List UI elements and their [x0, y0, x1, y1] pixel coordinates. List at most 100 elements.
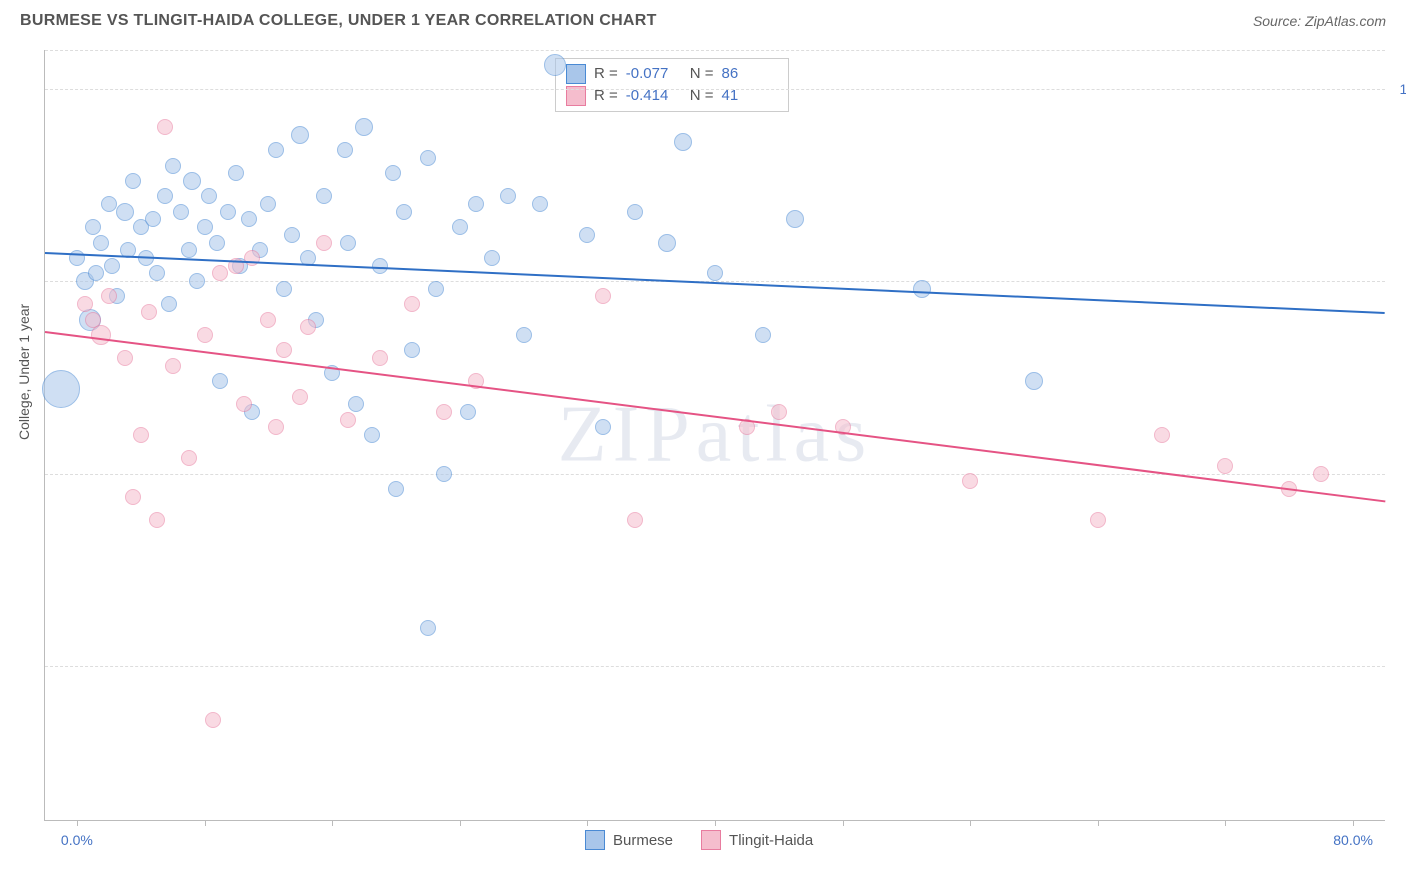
scatter-point	[300, 319, 316, 335]
scatter-point	[396, 204, 412, 220]
scatter-point	[1025, 372, 1043, 390]
scatter-point	[468, 196, 484, 212]
scatter-point	[284, 227, 300, 243]
swatch-burmese	[585, 830, 605, 850]
scatter-point	[707, 265, 723, 281]
scatter-point	[149, 512, 165, 528]
scatter-point	[436, 404, 452, 420]
scatter-point	[42, 370, 80, 408]
stat-r: -0.077	[626, 63, 682, 85]
scatter-point	[1090, 512, 1106, 528]
scatter-point	[165, 358, 181, 374]
scatter-point	[133, 427, 149, 443]
scatter-point	[125, 173, 141, 189]
scatter-point	[104, 258, 120, 274]
x-tick-label: 80.0%	[1333, 832, 1373, 848]
scatter-point	[292, 389, 308, 405]
legend-label: Burmese	[613, 832, 673, 849]
scatter-point	[420, 150, 436, 166]
scatter-point	[544, 54, 566, 76]
x-tick	[77, 820, 78, 826]
scatter-point	[85, 219, 101, 235]
scatter-point	[197, 327, 213, 343]
scatter-point	[181, 450, 197, 466]
x-tick	[460, 820, 461, 826]
x-tick-label: 0.0%	[61, 832, 93, 848]
scatter-point	[260, 196, 276, 212]
x-tick	[205, 820, 206, 826]
x-tick	[1098, 820, 1099, 826]
scatter-point	[77, 296, 93, 312]
scatter-point	[484, 250, 500, 266]
scatter-point	[117, 350, 133, 366]
x-tick	[970, 820, 971, 826]
y-tick-label: 100.0%	[1400, 81, 1406, 97]
scatter-point	[385, 165, 401, 181]
scatter-point	[658, 234, 676, 252]
scatter-point	[340, 412, 356, 428]
scatter-point	[101, 196, 117, 212]
gridline	[45, 666, 1385, 667]
scatter-point	[291, 126, 309, 144]
scatter-point	[276, 281, 292, 297]
scatter-point	[205, 712, 221, 728]
scatter-point	[755, 327, 771, 343]
gridline	[45, 50, 1385, 51]
scatter-point	[372, 350, 388, 366]
scatter-point	[241, 211, 257, 227]
gridline	[45, 89, 1385, 90]
scatter-point	[355, 118, 373, 136]
scatter-point	[93, 235, 109, 251]
scatter-point	[388, 481, 404, 497]
stat-label: N =	[690, 63, 714, 85]
scatter-point	[197, 219, 213, 235]
scatter-point	[157, 119, 173, 135]
scatter-point	[962, 473, 978, 489]
legend-stats: R = -0.077 N = 86 R = -0.414 N = 41	[555, 58, 789, 112]
scatter-point	[372, 258, 388, 274]
scatter-point	[674, 133, 692, 151]
scatter-point	[786, 210, 804, 228]
scatter-point	[340, 235, 356, 251]
scatter-point	[1154, 427, 1170, 443]
scatter-point	[460, 404, 476, 420]
chart-header: BURMESE VS TLINGIT-HAIDA COLLEGE, UNDER …	[0, 0, 1406, 38]
swatch-burmese	[566, 64, 586, 84]
scatter-point	[189, 273, 205, 289]
scatter-point	[404, 342, 420, 358]
scatter-point	[236, 396, 252, 412]
x-tick	[1225, 820, 1226, 826]
scatter-point	[348, 396, 364, 412]
y-axis-title: College, Under 1 year	[16, 304, 32, 440]
x-tick	[843, 820, 844, 826]
x-tick	[715, 820, 716, 826]
scatter-point	[316, 235, 332, 251]
scatter-point	[452, 219, 468, 235]
scatter-point	[212, 265, 228, 281]
scatter-point	[173, 204, 189, 220]
stat-n: 86	[722, 63, 778, 85]
scatter-point	[201, 188, 217, 204]
scatter-point	[428, 281, 444, 297]
plot-area: ZIPatlas R = -0.077 N = 86 R = -0.414 N …	[44, 50, 1385, 821]
scatter-point	[316, 188, 332, 204]
scatter-point	[1313, 466, 1329, 482]
legend-series: Burmese Tlingit-Haida	[585, 830, 813, 850]
scatter-point	[276, 342, 292, 358]
scatter-point	[101, 288, 117, 304]
chart-source: Source: ZipAtlas.com	[1253, 13, 1386, 29]
legend-stats-row: R = -0.077 N = 86	[566, 63, 778, 85]
scatter-point	[183, 172, 201, 190]
swatch-tlingit	[701, 830, 721, 850]
scatter-point	[260, 312, 276, 328]
scatter-point	[500, 188, 516, 204]
scatter-point	[91, 325, 111, 345]
scatter-point	[913, 280, 931, 298]
scatter-point	[220, 204, 236, 220]
scatter-point	[627, 512, 643, 528]
scatter-point	[268, 142, 284, 158]
scatter-point	[627, 204, 643, 220]
scatter-point	[1217, 458, 1233, 474]
scatter-point	[595, 288, 611, 304]
scatter-point	[157, 188, 173, 204]
